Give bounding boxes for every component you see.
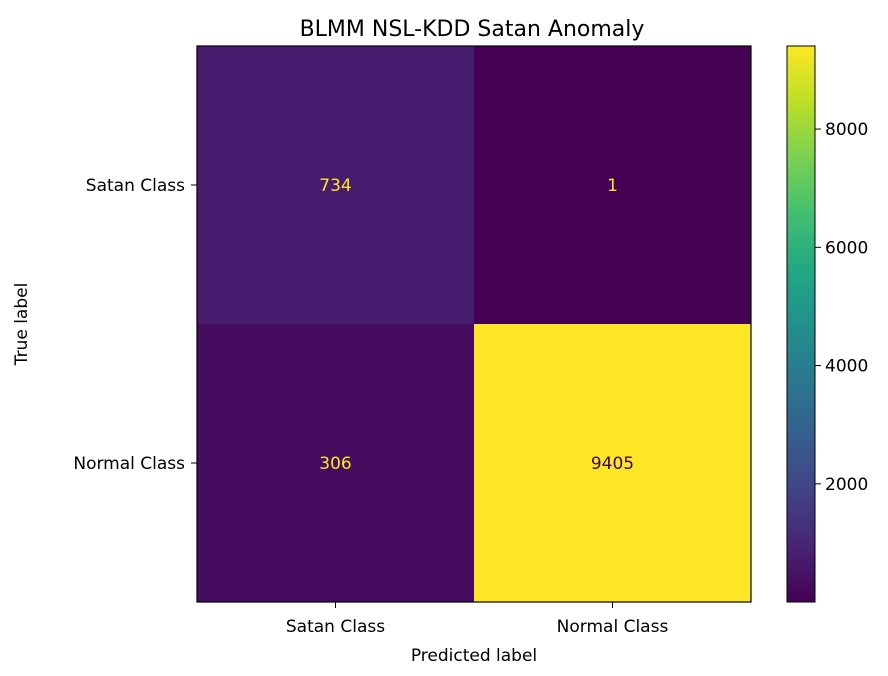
matrix-cell xyxy=(197,46,474,324)
y-tick-label: Normal Class xyxy=(73,454,185,474)
cell-value-label: 9405 xyxy=(591,454,634,474)
colorbar-ticks: 2000 4000 6000 8000 xyxy=(815,120,868,495)
x-axis-label: Predicted label xyxy=(411,646,537,666)
cell-value-label: 734 xyxy=(319,176,351,196)
y-tick-label: Satan Class xyxy=(86,176,185,196)
axes: Satan Class Normal Class Satan Class Normal… xyxy=(73,176,668,637)
matrix-cell xyxy=(474,324,751,602)
plot-frame xyxy=(196,45,752,603)
matrix-cell xyxy=(197,324,474,602)
x-tick-label: Satan Class xyxy=(286,617,385,637)
colorbar-tick-label: 4000 xyxy=(825,357,868,377)
colorbar-tick-label: 2000 xyxy=(825,475,868,495)
matrix-cells: 734 1 306 9405 xyxy=(197,46,751,602)
x-tick-label: Normal Class xyxy=(557,617,669,637)
matrix-cell xyxy=(474,46,751,324)
colorbar-tick-label: 6000 xyxy=(825,238,868,258)
cell-value-label: 1 xyxy=(607,176,618,196)
colorbar-tick-label: 8000 xyxy=(825,120,868,140)
colorbar xyxy=(786,45,816,603)
y-axis-label: True label xyxy=(12,283,32,367)
chart-title: BLMM NSL-KDD Satan Anomaly xyxy=(300,17,645,42)
cell-value-label: 306 xyxy=(319,454,351,474)
